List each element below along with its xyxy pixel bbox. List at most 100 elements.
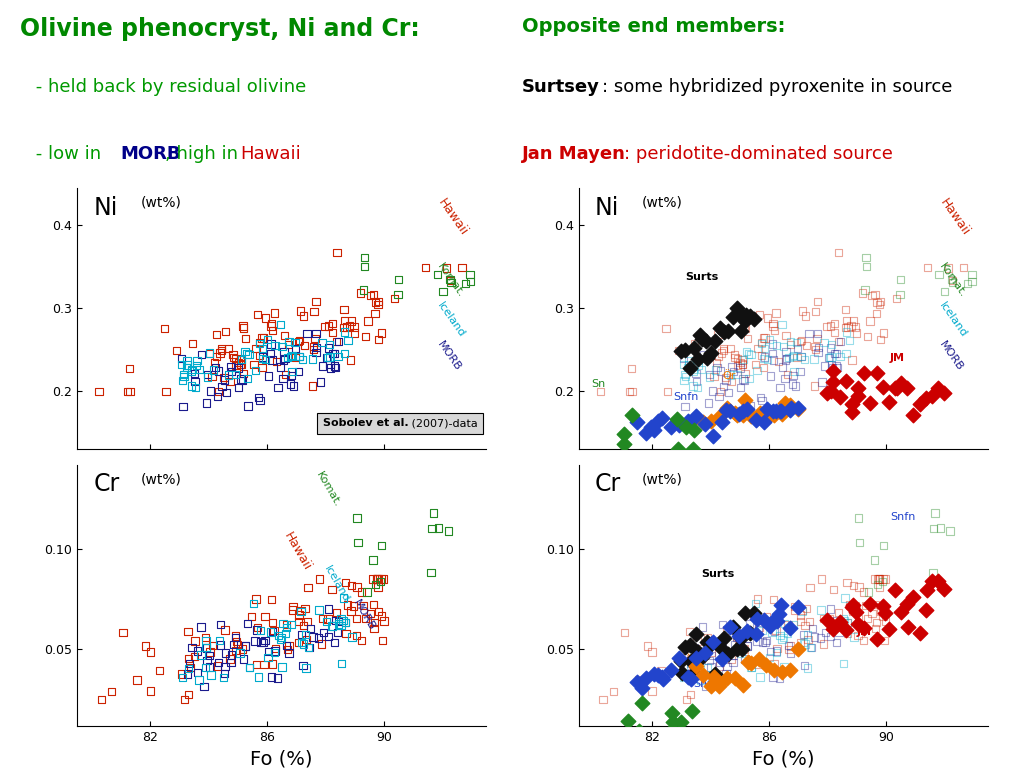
Point: [797, 638, 813, 650]
Point: [663, 664, 679, 677]
Point: [818, 320, 835, 333]
Point: [809, 327, 825, 339]
Point: [151, 664, 167, 677]
Point: [755, 636, 771, 648]
Point: [741, 310, 758, 323]
Point: [93, 694, 110, 706]
Point: [319, 351, 336, 363]
Point: [624, 385, 640, 397]
Point: [254, 332, 270, 344]
Point: [806, 380, 822, 392]
Point: [247, 635, 263, 647]
Point: [338, 627, 354, 640]
Point: [802, 581, 818, 594]
Point: [807, 631, 823, 644]
Point: [686, 667, 702, 679]
Point: [690, 353, 707, 366]
Point: [737, 607, 754, 620]
Point: [274, 372, 291, 385]
Point: [734, 405, 751, 417]
Point: [293, 629, 309, 641]
Point: [200, 371, 216, 383]
Point: [734, 358, 751, 370]
Point: [205, 640, 221, 652]
Point: [273, 660, 290, 673]
Point: [830, 627, 847, 639]
Point: [255, 636, 271, 648]
Point: [764, 405, 780, 417]
Point: [462, 276, 478, 288]
Point: [959, 277, 976, 290]
Point: [346, 327, 362, 339]
Point: [333, 619, 349, 631]
Point: [735, 353, 752, 366]
Point: [637, 672, 653, 684]
Point: [682, 626, 698, 638]
Point: [659, 385, 676, 397]
Point: [893, 606, 909, 618]
Point: [780, 621, 797, 634]
Point: [825, 364, 842, 376]
Point: [699, 634, 716, 647]
Point: [732, 362, 749, 374]
Point: [754, 349, 770, 362]
Point: [788, 336, 805, 349]
Point: [732, 325, 749, 337]
Point: [688, 628, 705, 641]
Point: [826, 620, 843, 632]
Text: Komat.: Komat.: [435, 261, 466, 300]
Point: [729, 630, 745, 642]
Point: [340, 599, 356, 611]
Point: [871, 573, 888, 585]
Point: [927, 507, 943, 519]
Point: [180, 652, 197, 664]
Point: [688, 376, 705, 388]
Point: [727, 638, 743, 650]
Point: [844, 601, 860, 613]
Point: [924, 390, 940, 402]
Point: [756, 332, 772, 344]
Point: [681, 638, 697, 650]
Point: [872, 605, 889, 617]
Point: [336, 314, 352, 326]
Point: [369, 573, 385, 585]
Point: [733, 631, 750, 644]
Point: [752, 391, 768, 403]
Point: [217, 624, 233, 636]
Point: [287, 351, 303, 363]
Point: [794, 335, 810, 347]
Point: [780, 618, 797, 631]
Point: [813, 573, 829, 585]
Point: [246, 598, 262, 610]
Point: [776, 372, 793, 385]
Point: [357, 331, 374, 343]
Point: [867, 598, 884, 611]
Point: [722, 405, 738, 417]
Point: [759, 658, 775, 670]
Point: [815, 638, 831, 650]
Point: [682, 688, 698, 700]
Point: [644, 685, 660, 697]
Point: [337, 576, 353, 588]
Point: [699, 631, 716, 644]
Point: [851, 581, 867, 593]
Point: [819, 387, 836, 399]
Point: [919, 261, 935, 273]
Point: [184, 337, 201, 349]
Point: [750, 343, 766, 355]
Point: [722, 343, 738, 355]
Point: [734, 678, 751, 690]
Point: [858, 251, 874, 263]
Point: [308, 346, 325, 359]
Point: [297, 628, 313, 641]
Point: [310, 632, 327, 644]
Point: [780, 639, 797, 651]
Point: [595, 694, 611, 706]
Point: [848, 606, 864, 618]
Point: [252, 395, 268, 407]
Point: [850, 382, 866, 394]
Point: [199, 654, 215, 667]
Point: [331, 616, 347, 628]
Point: [649, 669, 666, 681]
Point: [362, 290, 379, 302]
